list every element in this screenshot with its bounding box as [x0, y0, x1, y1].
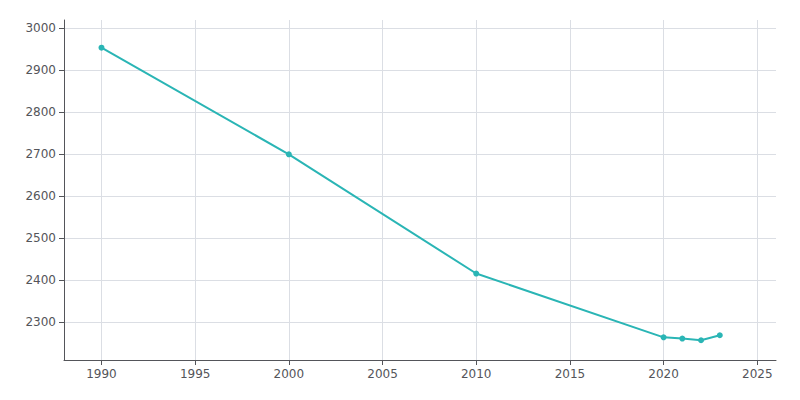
svg-text:2015: 2015 [555, 367, 586, 381]
svg-text:2010: 2010 [461, 367, 492, 381]
svg-text:2600: 2600 [25, 189, 56, 203]
svg-text:2400: 2400 [25, 273, 56, 287]
svg-text:2300: 2300 [25, 315, 56, 329]
svg-text:2800: 2800 [25, 105, 56, 119]
svg-text:2025: 2025 [742, 367, 773, 381]
svg-text:3000: 3000 [25, 21, 56, 35]
svg-text:2700: 2700 [25, 147, 56, 161]
svg-text:2500: 2500 [25, 231, 56, 245]
svg-text:2020: 2020 [648, 367, 679, 381]
svg-text:1990: 1990 [86, 367, 117, 381]
svg-text:2000: 2000 [274, 367, 305, 381]
svg-text:1995: 1995 [180, 367, 211, 381]
svg-text:2005: 2005 [367, 367, 398, 381]
svg-text:2900: 2900 [25, 63, 56, 77]
